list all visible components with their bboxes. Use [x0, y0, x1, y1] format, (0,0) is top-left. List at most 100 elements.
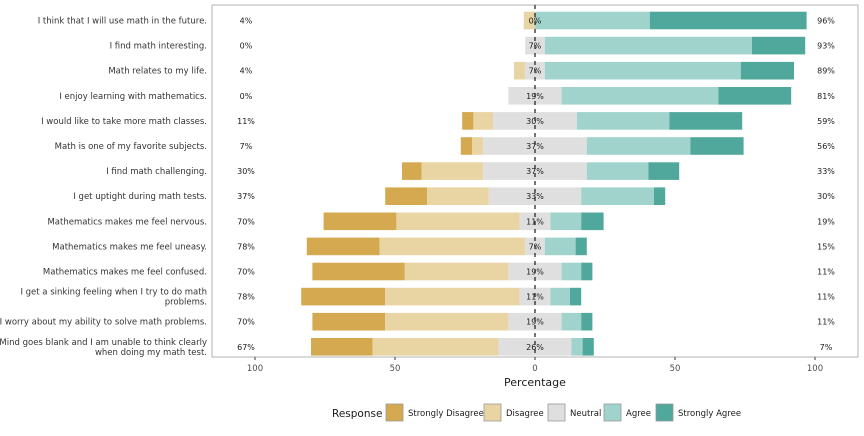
left-percent-label: 0% [240, 42, 253, 51]
bar-strongly-disagree [311, 338, 373, 356]
left-percent-label: 4% [240, 67, 253, 76]
x-tick-label: 100 [807, 364, 823, 374]
bar-disagree [379, 237, 526, 256]
center-percent-label: 19% [526, 268, 544, 277]
center-percent-label: 37% [526, 142, 544, 151]
center-percent-label: 19% [526, 318, 544, 327]
left-percent-label: 4% [240, 17, 253, 26]
right-percent-label: 11% [817, 293, 835, 302]
bar-agree [550, 287, 570, 306]
right-percent-label: 81% [817, 92, 835, 101]
bar-strongly-disagree [385, 187, 428, 205]
left-percent-label: 30% [237, 167, 255, 176]
bar-agree [544, 61, 741, 80]
bar-agree [561, 87, 719, 105]
bar-agree [544, 36, 752, 55]
bar-agree [586, 162, 649, 180]
bar-neutral [483, 162, 587, 180]
bar-agree [535, 11, 650, 30]
bar-strongly-agree [581, 212, 604, 231]
item-label: Mathematics makes me feel confused. [43, 268, 207, 278]
right-percent-label: 56% [817, 142, 835, 151]
center-percent-label: 30% [526, 117, 544, 126]
item-label: I find math interesting. [110, 42, 207, 52]
x-tick-label: 50 [390, 364, 401, 374]
bar-disagree [514, 61, 526, 80]
right-percent-label: 7% [820, 343, 833, 352]
bar-neutral [508, 312, 562, 331]
bar-strongly-agree [582, 338, 594, 356]
right-percent-label: 15% [817, 242, 835, 251]
legend-title: Response [332, 408, 382, 420]
item-label: I would like to take more math classes. [41, 117, 207, 127]
center-percent-label: 33% [526, 192, 544, 201]
bar-disagree [372, 338, 499, 356]
item-label: Mind goes blank and I am unable to think… [0, 338, 207, 358]
legend-key [547, 403, 566, 422]
center-percent-label: 7% [529, 67, 542, 76]
left-percent-label: 78% [237, 242, 255, 251]
bar-disagree [396, 212, 520, 231]
item-label: I enjoy learning with mathematics. [59, 92, 207, 102]
bar-strongly-agree [752, 36, 806, 55]
bar-agree [577, 112, 670, 130]
center-percent-label: 26% [526, 343, 544, 352]
bar-disagree [385, 312, 509, 331]
item-label: Mathematics makes me feel nervous. [47, 217, 207, 227]
bar-disagree [385, 287, 520, 306]
item-label: I get a sinking feeling when I try to do… [20, 288, 207, 308]
x-axis-title: Percentage [504, 376, 566, 389]
item-label: I think that I will use math in the futu… [38, 17, 207, 27]
left-percent-label: 7% [240, 142, 253, 151]
center-percent-label: 37% [526, 167, 544, 176]
legend-entry: Strongly Disagree [408, 409, 484, 419]
bar-strongly-agree [654, 187, 666, 205]
bar-strongly-agree [648, 162, 680, 180]
item-label: I get uptight during math tests. [73, 192, 207, 202]
item-label: I worry about my ability to solve math p… [0, 318, 207, 328]
bar-disagree [421, 162, 484, 180]
right-percent-label: 59% [817, 117, 835, 126]
center-percent-label: 0% [529, 17, 542, 26]
bar-strongly-disagree [312, 312, 386, 331]
bar-disagree [472, 137, 484, 155]
bar-agree [561, 262, 582, 281]
bar-neutral [488, 187, 582, 205]
center-percent-label: 19% [526, 92, 544, 101]
right-percent-label: 89% [817, 67, 835, 76]
left-percent-label: 11% [237, 117, 255, 126]
legend-entry: Disagree [506, 409, 544, 419]
bar-strongly-disagree [306, 237, 380, 256]
bar-disagree [523, 11, 535, 30]
bar-agree [550, 212, 582, 231]
right-percent-label: 93% [817, 42, 835, 51]
legend-key [655, 403, 674, 422]
bar-agree [561, 312, 582, 331]
right-percent-label: 30% [817, 192, 835, 201]
bar-strongly-agree [718, 87, 792, 105]
bar-strongly-agree [581, 262, 593, 281]
bar-strongly-disagree [462, 112, 474, 130]
bar-agree [571, 338, 583, 356]
bar-strongly-disagree [323, 212, 397, 231]
legend-entry: Strongly Agree [678, 409, 741, 419]
right-percent-label: 96% [817, 17, 835, 26]
bar-disagree [473, 112, 493, 130]
bar-agree [544, 237, 576, 256]
legend-entry: Agree [626, 409, 651, 419]
right-percent-label: 33% [817, 167, 835, 176]
bar-strongly-disagree [301, 287, 386, 306]
x-tick-label: 50 [670, 364, 681, 374]
center-percent-label: 7% [529, 242, 542, 251]
right-percent-label: 11% [817, 318, 835, 327]
item-label: Mathematics makes me feel uneasy. [52, 242, 207, 252]
x-tick-label: 100 [247, 364, 263, 374]
bar-disagree [427, 187, 489, 205]
left-percent-label: 78% [237, 293, 255, 302]
item-label: Math is one of my favorite subjects. [55, 142, 207, 152]
right-percent-label: 19% [817, 217, 835, 226]
left-percent-label: 70% [237, 318, 255, 327]
bar-strongly-disagree [460, 137, 472, 155]
bar-neutral [498, 338, 572, 356]
